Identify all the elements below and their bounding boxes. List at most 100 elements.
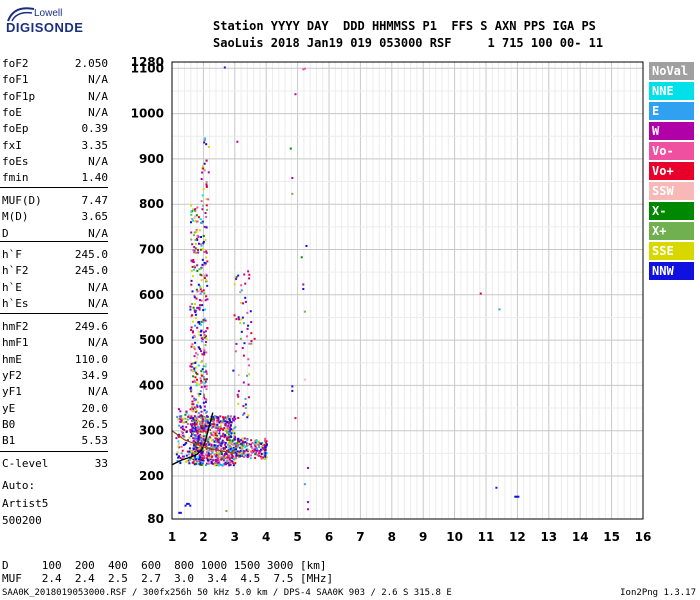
- param-separator: [0, 187, 108, 188]
- auto-label: Auto:: [2, 479, 36, 492]
- echo-point: [249, 457, 252, 460]
- echo-point: [190, 452, 193, 455]
- echo-point: [239, 454, 242, 457]
- param-row: foF1p N/A: [2, 90, 108, 106]
- echo-point: [225, 417, 228, 420]
- echo-point: [264, 452, 267, 455]
- echo-point: [237, 452, 240, 455]
- echo-point: [188, 447, 191, 450]
- echo-point: [197, 435, 200, 438]
- echo-point: [193, 303, 196, 306]
- echo-point: [228, 439, 231, 442]
- echo-point: [192, 448, 195, 451]
- clevel-name: C-level: [2, 457, 49, 470]
- echo-point: [200, 453, 203, 456]
- echo-point: [191, 217, 194, 220]
- echo-point: [198, 427, 201, 430]
- echo-point: [200, 417, 203, 420]
- echo-point: [196, 457, 199, 460]
- echo-point: [194, 317, 197, 320]
- param-name: hmF2: [2, 320, 29, 333]
- echo-point: [193, 419, 196, 422]
- echo-point: [244, 403, 247, 406]
- echo-point: [203, 444, 206, 447]
- echo-point: [176, 415, 179, 418]
- echo-point: [195, 420, 198, 423]
- echo-point: [217, 437, 220, 440]
- x-tick-label: 4: [262, 530, 270, 544]
- echo-point: [194, 458, 197, 461]
- echo-point: [195, 434, 198, 437]
- echo-point: [195, 448, 198, 451]
- echo-point: [229, 445, 232, 448]
- echo-point: [203, 449, 206, 452]
- echo-point: [190, 406, 193, 409]
- echo-point: [204, 330, 207, 333]
- echo-point: [200, 459, 203, 462]
- param-row: B0 26.5: [2, 418, 108, 434]
- echo-point: [242, 455, 245, 458]
- echo-point: [197, 436, 200, 439]
- echo-point: [218, 431, 221, 434]
- echo-point: [225, 431, 228, 434]
- echo-point: [200, 425, 203, 428]
- echo-point: [190, 365, 193, 368]
- echo-point: [180, 419, 183, 422]
- echo-point: [206, 425, 209, 428]
- echo-point: [242, 413, 245, 416]
- echo-point: [185, 431, 188, 434]
- echo-point: [200, 178, 203, 181]
- echo-point: [203, 333, 206, 336]
- echo-point: [264, 440, 267, 443]
- echo-point: [185, 426, 188, 429]
- echo-point: [205, 274, 208, 277]
- echo-point: [226, 426, 229, 429]
- param-name: yF1: [2, 385, 22, 399]
- echo-point: [200, 279, 203, 282]
- param-value: 110.0: [74, 352, 108, 366]
- echo-point: [248, 373, 251, 376]
- echo-point: [260, 452, 263, 455]
- echo-point: [190, 210, 193, 213]
- echo-point: [202, 240, 205, 243]
- echo-point: [231, 448, 234, 451]
- echo-point: [242, 302, 245, 305]
- echo-point: [249, 310, 252, 313]
- echo-point: [194, 376, 197, 379]
- echo-point: [193, 451, 196, 454]
- echo-point: [204, 422, 207, 425]
- x-tick-label: 1: [168, 530, 176, 544]
- echo-point: [217, 464, 220, 467]
- echo-point: [218, 430, 221, 433]
- echo-point: [189, 429, 192, 432]
- echo-point: [203, 351, 206, 354]
- echo-point: [188, 458, 191, 461]
- param-separator: [0, 313, 108, 314]
- echo-point: [228, 430, 231, 433]
- echo-point: [196, 248, 199, 251]
- echo-point: [199, 323, 202, 326]
- echo-point: [203, 456, 206, 459]
- echo-point: [517, 495, 520, 498]
- echo-point: [203, 347, 206, 350]
- echo-point: [244, 441, 247, 444]
- echo-point: [212, 450, 215, 453]
- echo-point: [193, 430, 196, 433]
- echo-point: [262, 452, 265, 455]
- echo-point: [192, 461, 195, 464]
- echo-point: [203, 385, 206, 388]
- param-row: fmin 1.40: [2, 171, 108, 187]
- echo-point: [177, 435, 180, 438]
- echo-point: [200, 244, 203, 247]
- echo-point: [200, 274, 203, 277]
- echo-point: [264, 441, 267, 444]
- echo-point: [222, 432, 225, 435]
- echo-point: [200, 379, 203, 382]
- echo-point: [212, 431, 215, 434]
- param-row: h`E N/A: [2, 281, 108, 297]
- echo-point: [240, 447, 243, 450]
- x-tick-label: 14: [572, 530, 589, 544]
- y-tick-label: 1100: [131, 61, 164, 75]
- echo-point: [196, 326, 199, 329]
- echo-point: [204, 425, 207, 428]
